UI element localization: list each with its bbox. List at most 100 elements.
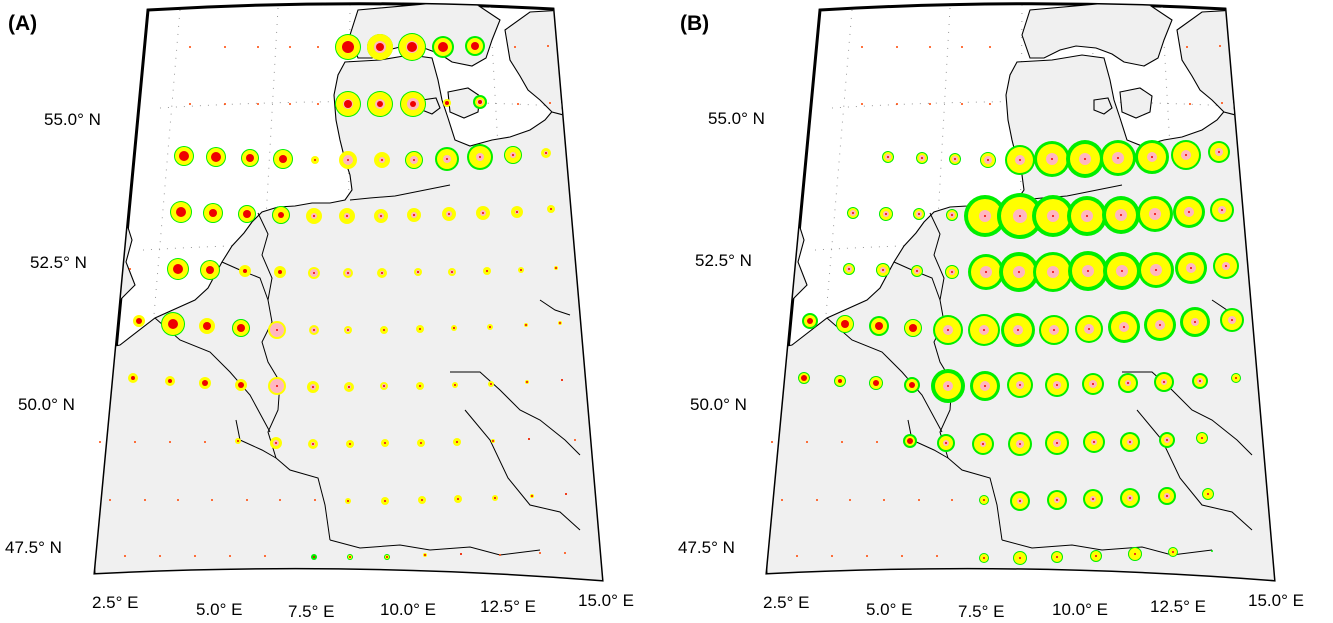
lat-label-52-5: 52.5° N [30,253,87,272]
marker-core [1199,380,1201,382]
site-marker [170,201,192,223]
site-marker [239,265,251,277]
marker-core [987,159,989,161]
site-marker [834,375,846,387]
grid-dot [246,499,248,501]
marker-core [347,329,349,331]
site-marker [1135,140,1169,174]
site-marker [937,434,955,452]
marker-core [947,329,949,331]
marker-core [448,213,450,215]
site-marker [344,382,354,392]
site-marker [311,554,317,560]
marker-core [951,214,953,216]
site-marker [345,498,351,504]
site-marker [525,380,529,384]
marker-core [1218,151,1220,153]
marker-core [1231,319,1233,321]
marker-core [954,158,956,160]
marker-core [276,385,278,387]
lat-label-50: 50.0° N [18,395,75,414]
grid-dot [547,45,549,47]
site-marker [206,147,226,167]
marker-core [1194,321,1196,323]
site-marker [1213,253,1239,279]
marker-core [176,207,186,217]
marker-core [1134,553,1136,555]
grid-dot [499,554,501,556]
marker-core [275,442,277,444]
grid-dot [539,552,541,554]
site-marker [1033,252,1073,292]
marker-core [1185,154,1187,156]
site-marker [802,313,818,329]
marker-core [381,272,383,274]
site-marker [1168,547,1178,557]
panel-a-markers [99,33,576,560]
site-marker [467,144,493,170]
marker-core [985,271,987,273]
site-marker [511,206,523,218]
site-marker [432,36,454,58]
site-marker [945,265,959,279]
marker-outer-ring [1211,550,1213,552]
marker-core [1129,497,1131,499]
site-marker [530,494,534,498]
marker-core [1121,270,1123,272]
marker-core [550,208,552,210]
marker-core [1154,213,1156,215]
site-marker [133,315,145,327]
marker-core [873,380,879,386]
panel-a-map: (A) [5,2,634,621]
site-marker [473,95,487,109]
marker-core [1019,159,1021,161]
grid-dot [841,441,843,443]
grid-dot [177,499,179,501]
land-island-zealand [447,87,481,119]
site-marker [311,156,319,164]
marker-core [237,440,239,442]
site-marker [1083,431,1105,453]
marker-core [276,329,278,331]
marker-core [417,271,419,273]
marker-core [1095,555,1097,557]
marker-core [438,42,448,52]
lon-label-2-5: 2.5° E [92,593,139,612]
marker-core [1172,551,1174,553]
site-marker [268,377,286,395]
site-marker [1173,196,1205,228]
grid-dot [224,46,226,48]
marker-core [347,159,349,161]
site-marker [381,439,389,447]
marker-core [453,327,455,329]
site-marker [847,207,859,219]
marker-core [1120,214,1122,216]
marker-core [1117,157,1119,159]
site-marker [1013,551,1027,565]
site-marker [199,377,211,389]
marker-core [1017,329,1019,331]
grid-dot [918,499,920,501]
marker-core [377,101,383,107]
site-marker [367,34,393,60]
site-marker [1154,372,1174,392]
site-marker [414,268,422,276]
grid-dot [1219,45,1221,47]
site-marker [1039,315,1069,345]
lon-label-12-5: 12.5° E [1150,597,1206,616]
grid-dot [194,555,196,557]
grid-dot [224,103,226,105]
site-marker [1008,432,1032,456]
grid-dot [936,555,938,557]
marker-core [1159,324,1161,326]
marker-core [525,324,527,326]
marker-core [380,215,382,217]
lat-label-50: 50.0° N [690,395,747,414]
site-marker [1090,550,1102,562]
marker-core [1221,209,1223,211]
site-marker [235,379,247,391]
site-marker [1128,547,1142,561]
marker-core [420,442,422,444]
site-marker [452,382,458,388]
site-marker [232,319,250,337]
